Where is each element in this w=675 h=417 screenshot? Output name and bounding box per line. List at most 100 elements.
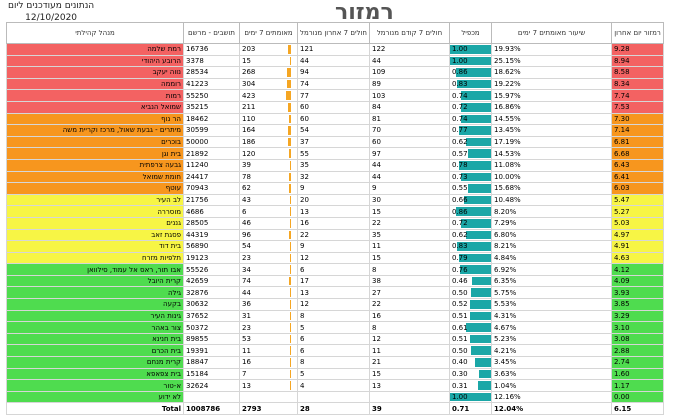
cell-text: מוסררה bbox=[157, 207, 181, 216]
cell-text: 55 bbox=[300, 149, 309, 158]
cell-text: 3.08 bbox=[614, 335, 630, 344]
cell-text: 17.19% bbox=[494, 138, 521, 147]
cell-text: 50000 bbox=[186, 138, 209, 147]
column-header[interactable]: רמזור יום אחרון bbox=[611, 22, 664, 44]
cell-text: 9.28 bbox=[614, 45, 630, 54]
cell: 0.40 bbox=[449, 356, 492, 369]
cell: 5.75% bbox=[491, 286, 612, 300]
multiplier-bar bbox=[459, 126, 491, 135]
cell: 0.57 bbox=[449, 147, 492, 160]
cell: 0.50 bbox=[449, 344, 492, 358]
multiplier-bar bbox=[478, 381, 491, 390]
cell bbox=[297, 390, 370, 404]
cell: 12 bbox=[369, 332, 450, 346]
cell: 11.08% bbox=[491, 158, 612, 172]
cell-text: 8 bbox=[372, 323, 377, 332]
multiplier-bar bbox=[456, 242, 491, 251]
cell: בוכרים bbox=[6, 135, 184, 149]
cell-text: 0.31 bbox=[452, 381, 468, 390]
cell-text: 5.27 bbox=[614, 207, 630, 216]
cell-text: 13.45% bbox=[494, 126, 521, 135]
cell-text: 42659 bbox=[186, 277, 209, 286]
multiplier-bar bbox=[456, 79, 491, 89]
column-header[interactable]: תושבים - מרשם bbox=[183, 22, 240, 44]
cell-text: 7.30 bbox=[614, 114, 630, 123]
cell: 5.53% bbox=[491, 298, 612, 311]
cell-text: 0.86 bbox=[452, 207, 468, 216]
cell: 12.04% bbox=[491, 402, 612, 416]
column-header[interactable]: חולים 7 אחרון מנורמל bbox=[297, 22, 370, 44]
cell: 36 bbox=[239, 298, 298, 311]
cell: 0.78 bbox=[449, 158, 492, 172]
cell-text: 0.66 bbox=[452, 196, 468, 205]
cell-text: 122 bbox=[372, 45, 386, 54]
cell-text: 50372 bbox=[186, 323, 209, 332]
cell-text: 4.31% bbox=[494, 311, 517, 320]
cell: 0.72 bbox=[449, 100, 492, 114]
cell-text: 4.21% bbox=[494, 346, 517, 355]
cell-text: 0.52 bbox=[452, 300, 468, 309]
multiplier-bar bbox=[470, 334, 491, 344]
cell: 5.23% bbox=[491, 332, 612, 346]
column-header[interactable]: מנהל קהילתי bbox=[6, 22, 184, 44]
column-header[interactable]: חולים 7 קודם מנורמל bbox=[369, 22, 450, 44]
cell-text: 1.17 bbox=[614, 381, 630, 390]
cell: 4.31% bbox=[491, 309, 612, 323]
cell-text: 13 bbox=[372, 381, 381, 390]
column-header[interactable]: שיעור מאומתים 7 ימים bbox=[491, 22, 612, 44]
cases-bar bbox=[286, 91, 291, 100]
cell-text: 9 bbox=[300, 242, 305, 251]
cell-text: קרית מנחם bbox=[146, 358, 181, 367]
cell-text: קרית היובל bbox=[147, 277, 181, 286]
cell: 0.74 bbox=[449, 89, 492, 102]
cell-text: 4.63 bbox=[614, 253, 630, 262]
cell-text: 32624 bbox=[186, 381, 209, 390]
cell-text: 3.93 bbox=[614, 288, 630, 297]
cell-text: 110 bbox=[242, 114, 256, 123]
cell: 16 bbox=[239, 356, 298, 369]
cell-text: 0.77 bbox=[452, 126, 468, 135]
cell: 6.41 bbox=[611, 170, 664, 184]
column-header[interactable]: מאומתים 7 ימים bbox=[239, 22, 298, 44]
column-header[interactable]: מכפיל bbox=[449, 22, 492, 44]
cell: 16 bbox=[297, 216, 370, 230]
cell: 423 bbox=[239, 89, 298, 102]
cell-text: 53 bbox=[242, 335, 251, 344]
cell: 35 bbox=[297, 158, 370, 172]
cell: 30599 bbox=[183, 124, 240, 137]
table-row: 4.12 6.92% 0.76 8 6 34 55526 אבו תור, ראס אל עמ… bbox=[6, 263, 664, 276]
cell-text: 35215 bbox=[186, 103, 209, 112]
cell-text: 28505 bbox=[186, 219, 209, 228]
cell: 19.22% bbox=[491, 77, 612, 91]
cell: 55526 bbox=[183, 263, 240, 276]
cell: 15.68% bbox=[491, 182, 612, 195]
cell: 0.00 bbox=[611, 390, 664, 404]
cell-text: 44 bbox=[372, 172, 381, 181]
cases-bar bbox=[289, 300, 291, 309]
cell-text: 15 bbox=[242, 56, 251, 65]
cell-text: 0.46 bbox=[452, 277, 468, 286]
cell bbox=[369, 390, 450, 404]
table-row: 6.03 15.68% 0.55 9 9 62 70943 עוטף bbox=[6, 182, 664, 195]
cell: 17 bbox=[297, 274, 370, 288]
cell-text: 28 bbox=[300, 404, 310, 413]
cell: 35215 bbox=[183, 100, 240, 114]
cell: עוטף bbox=[6, 182, 184, 195]
cell-text: 3378 bbox=[186, 56, 204, 65]
cell bbox=[239, 390, 298, 404]
cell: 5.47 bbox=[611, 193, 664, 207]
cell-text: 78 bbox=[242, 172, 251, 181]
cell-text: הרובע היהודי bbox=[141, 56, 181, 65]
multiplier-bar bbox=[459, 160, 491, 170]
cell-text: 8.58 bbox=[614, 68, 630, 77]
cell: 19391 bbox=[183, 344, 240, 358]
cell-text: 11 bbox=[372, 346, 381, 355]
cell-text: 12.16% bbox=[494, 393, 521, 402]
cell-text: 44 bbox=[372, 161, 381, 170]
table-row: 2.74 3.45% 0.40 21 8 16 18847 קרית מנחם bbox=[6, 356, 664, 369]
cell: 3.29 bbox=[611, 309, 664, 323]
cell-text: 96 bbox=[242, 230, 251, 239]
cell: לא ידוע bbox=[6, 390, 184, 404]
cases-bar bbox=[289, 334, 291, 344]
cell: 9 bbox=[297, 182, 370, 195]
